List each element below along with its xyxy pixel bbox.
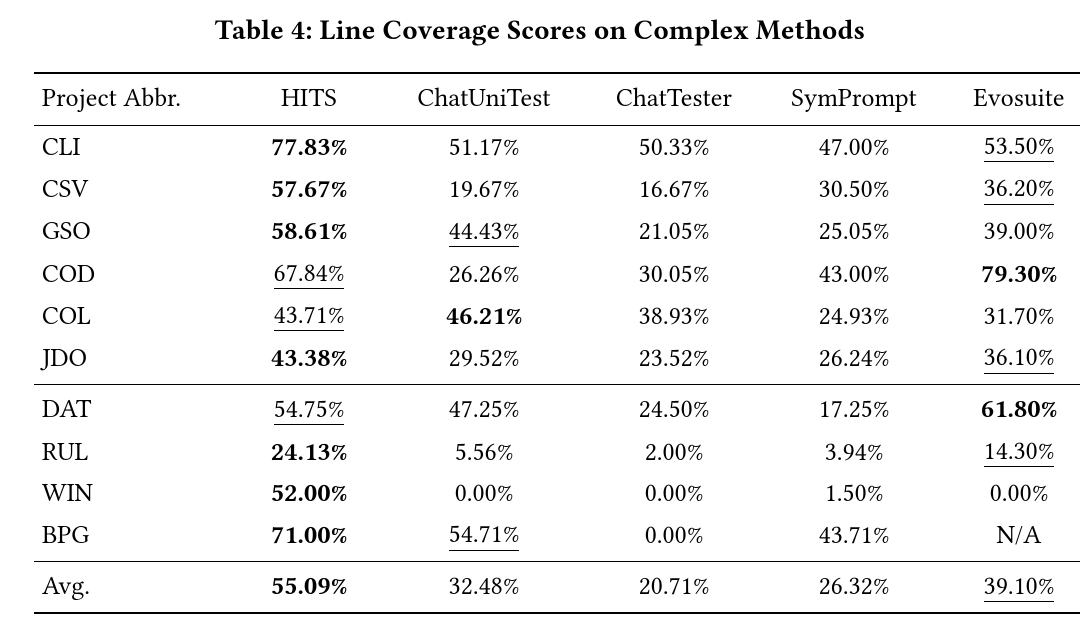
table-cell: 36.20% (944, 168, 1080, 210)
table-row: COL43.71%46.21%38.93%24.93%31.70% (34, 295, 1080, 337)
table-cell: 25.05% (764, 211, 944, 253)
table-row: Avg.55.09%32.48%20.71%26.32%39.10% (34, 561, 1080, 613)
table-cell: 26.24% (764, 337, 944, 384)
table-cell: 2.00% (584, 431, 764, 473)
table-cell: 30.50% (764, 168, 944, 210)
table-row: DAT54.75%47.25%24.50%17.25%61.80% (34, 384, 1080, 431)
table-body: CLI77.83%51.17%50.33%47.00%53.50%CSV57.6… (34, 126, 1080, 613)
row-label: CSV (34, 168, 234, 210)
table-cell: 77.83% (234, 126, 384, 169)
table-cell: 57.67% (234, 168, 384, 210)
table-cell: 44.43% (384, 211, 584, 253)
table-cell: 0.00% (584, 473, 764, 514)
row-label: Avg. (34, 561, 234, 613)
table-cell: 67.84% (234, 253, 384, 295)
table-cell: 23.52% (584, 337, 764, 384)
table-container: Table 4: Line Coverage Scores on Complex… (0, 0, 1080, 629)
table-cell: 50.33% (584, 126, 764, 169)
row-label: RUL (34, 431, 234, 473)
table-cell: 36.10% (944, 337, 1080, 384)
table-cell: N/A (944, 514, 1080, 561)
row-label: BPG (34, 514, 234, 561)
table-cell: 5.56% (384, 431, 584, 473)
table-cell: 47.25% (384, 384, 584, 431)
table-cell: 32.48% (384, 561, 584, 613)
table-cell: 39.00% (944, 211, 1080, 253)
col-header-symprompt: SymPrompt (764, 73, 944, 126)
row-label: GSO (34, 211, 234, 253)
table-cell: 58.61% (234, 211, 384, 253)
row-label: COL (34, 295, 234, 337)
table-head: Project Abbr. HITS ChatUniTest ChatTeste… (34, 73, 1080, 126)
table-cell: 26.32% (764, 561, 944, 613)
table-row: COD67.84%26.26%30.05%43.00%79.30% (34, 253, 1080, 295)
table-cell: 17.25% (764, 384, 944, 431)
row-label: DAT (34, 384, 234, 431)
table-cell: 16.67% (584, 168, 764, 210)
row-label: CLI (34, 126, 234, 169)
row-label: COD (34, 253, 234, 295)
table-cell: 0.00% (384, 473, 584, 514)
col-header-chatunitest: ChatUniTest (384, 73, 584, 126)
table-cell: 79.30% (944, 253, 1080, 295)
table-cell: 24.93% (764, 295, 944, 337)
table-header-row: Project Abbr. HITS ChatUniTest ChatTeste… (34, 73, 1080, 126)
table-cell: 0.00% (584, 514, 764, 561)
table-cell: 1.50% (764, 473, 944, 514)
table-cell: 39.10% (944, 561, 1080, 613)
col-header-chattester: ChatTester (584, 73, 764, 126)
table-cell: 3.94% (764, 431, 944, 473)
col-header-hits: HITS (234, 73, 384, 126)
table-cell: 43.00% (764, 253, 944, 295)
table-row: CSV57.67%19.67%16.67%30.50%36.20% (34, 168, 1080, 210)
table-row: RUL24.13%5.56%2.00%3.94%14.30% (34, 431, 1080, 473)
table-cell: 19.67% (384, 168, 584, 210)
table-cell: 31.70% (944, 295, 1080, 337)
table-cell: 47.00% (764, 126, 944, 169)
table-cell: 61.80% (944, 384, 1080, 431)
table-cell: 71.00% (234, 514, 384, 561)
table-cell: 43.71% (234, 295, 384, 337)
col-header-project: Project Abbr. (34, 73, 234, 126)
table-cell: 51.17% (384, 126, 584, 169)
table-cell: 54.71% (384, 514, 584, 561)
coverage-table: Project Abbr. HITS ChatUniTest ChatTeste… (34, 72, 1080, 614)
table-row: GSO58.61%44.43%21.05%25.05%39.00% (34, 211, 1080, 253)
table-cell: 43.38% (234, 337, 384, 384)
col-header-evosuite: Evosuite (944, 73, 1080, 126)
table-cell: 24.13% (234, 431, 384, 473)
table-cell: 26.26% (384, 253, 584, 295)
table-cell: 55.09% (234, 561, 384, 613)
table-cell: 21.05% (584, 211, 764, 253)
table-cell: 43.71% (764, 514, 944, 561)
table-cell: 52.00% (234, 473, 384, 514)
table-row: WIN52.00%0.00%0.00%1.50%0.00% (34, 473, 1080, 514)
table-cell: 29.52% (384, 337, 584, 384)
table-cell: 0.00% (944, 473, 1080, 514)
table-cell: 54.75% (234, 384, 384, 431)
row-label: WIN (34, 473, 234, 514)
table-row: BPG71.00%54.71%0.00%43.71%N/A (34, 514, 1080, 561)
table-row: JDO43.38%29.52%23.52%26.24%36.10% (34, 337, 1080, 384)
table-cell: 53.50% (944, 126, 1080, 169)
table-cell: 30.05% (584, 253, 764, 295)
table-cell: 20.71% (584, 561, 764, 613)
table-row: CLI77.83%51.17%50.33%47.00%53.50% (34, 126, 1080, 169)
table-cell: 38.93% (584, 295, 764, 337)
table-cell: 46.21% (384, 295, 584, 337)
table-cell: 24.50% (584, 384, 764, 431)
row-label: JDO (34, 337, 234, 384)
table-cell: 14.30% (944, 431, 1080, 473)
table-caption: Table 4: Line Coverage Scores on Complex… (34, 14, 1046, 46)
